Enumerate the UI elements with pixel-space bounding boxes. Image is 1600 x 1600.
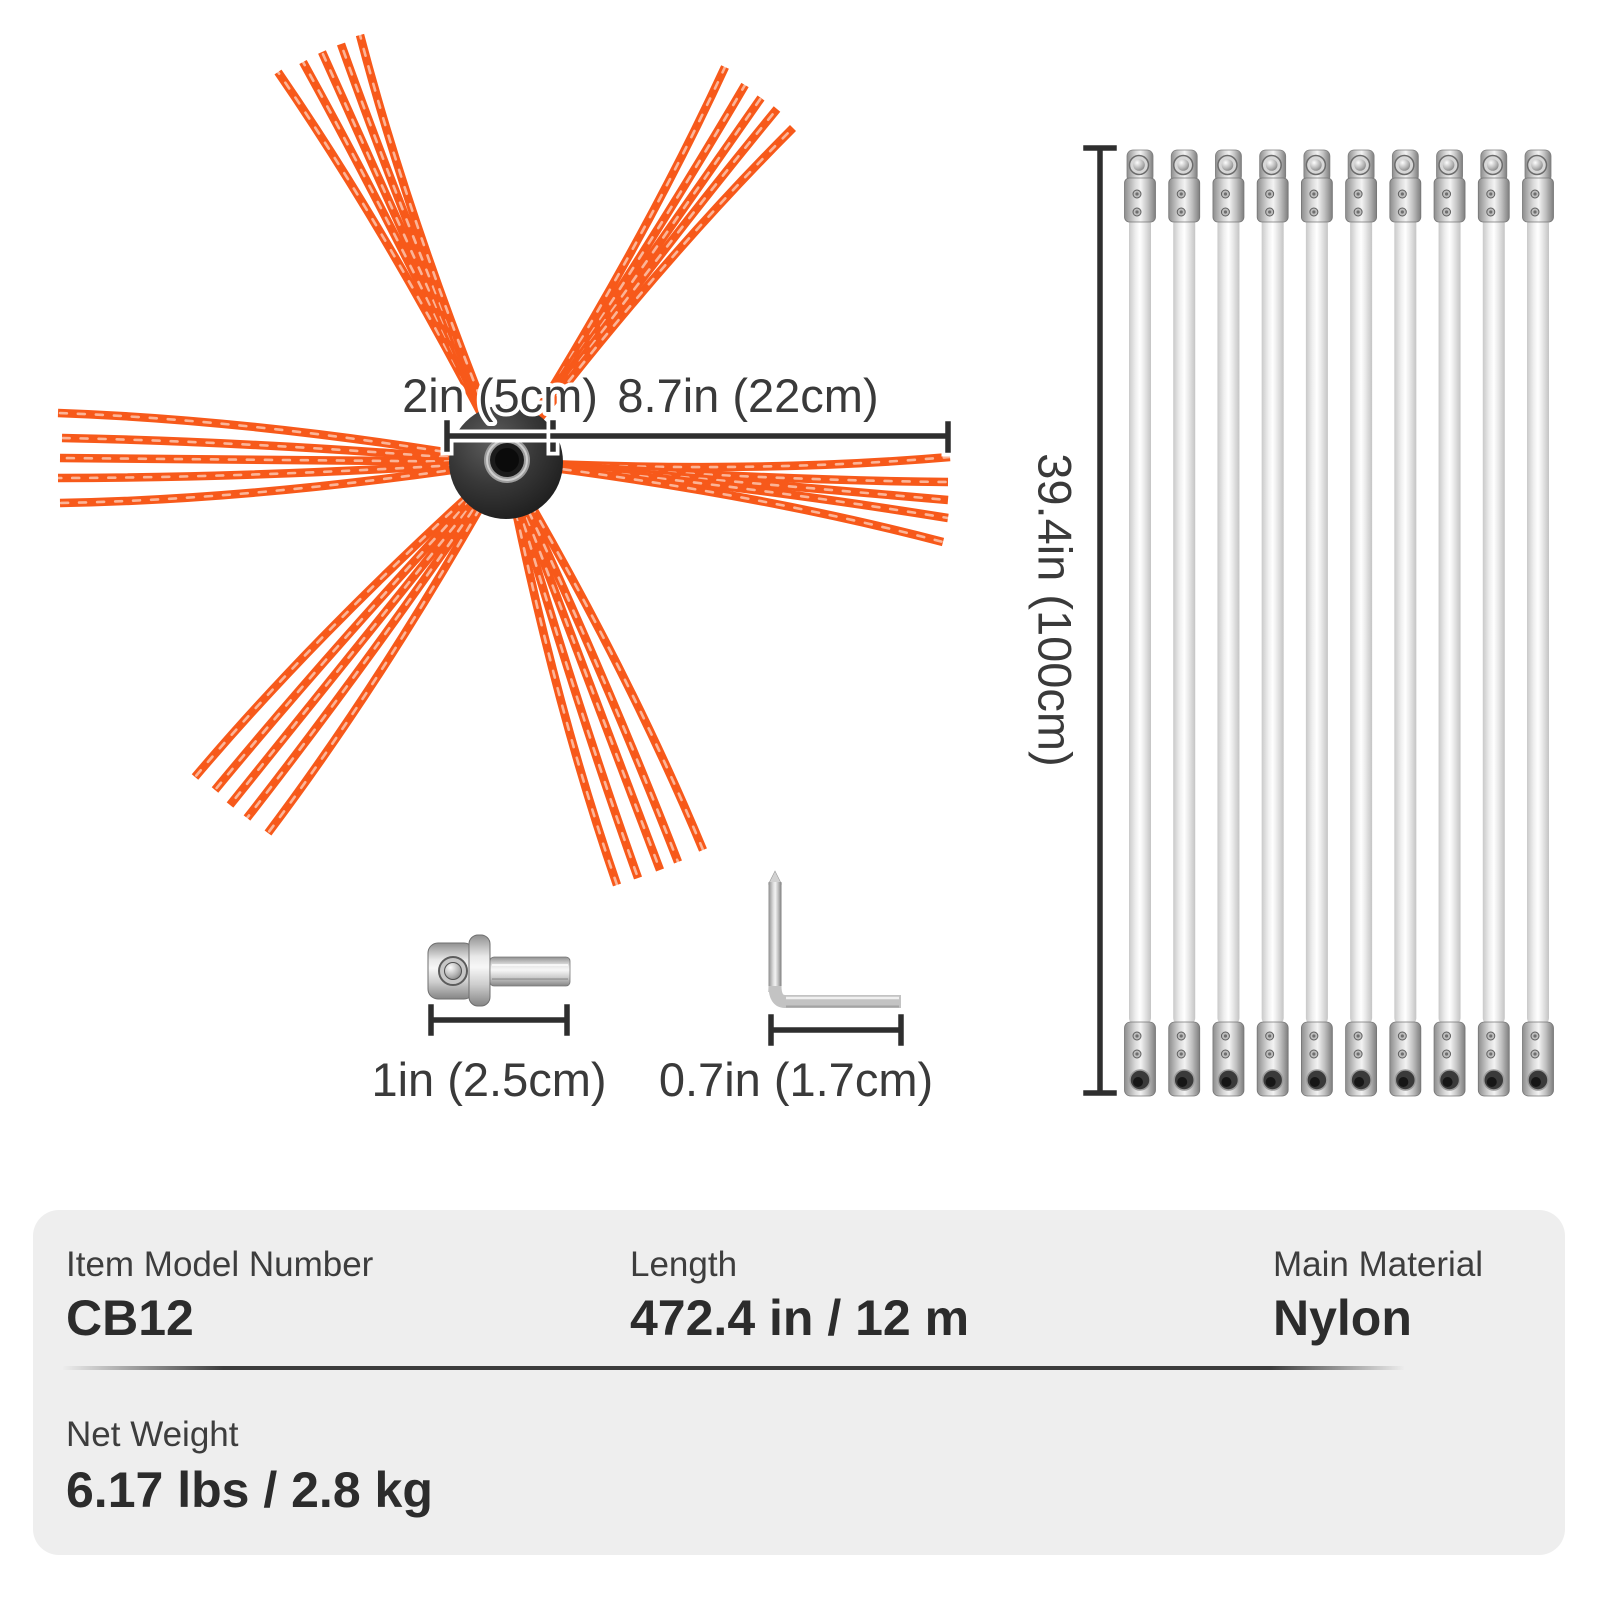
spec-value-material: Nylon (1273, 1290, 1412, 1346)
bristle-strand-twist (213, 460, 508, 792)
extension-rod (1168, 149, 1201, 1097)
extension-rod (1300, 149, 1333, 1097)
brush-bristles (56, 33, 952, 887)
bristle-strand-twist (504, 460, 705, 852)
spec-value-weight: 6.17 lbs / 2.8 kg (66, 1462, 433, 1518)
bristle-strand-twist (56, 411, 508, 464)
extension-rod (1256, 149, 1289, 1097)
extension-rods (1124, 149, 1554, 1097)
extension-rod (1212, 149, 1245, 1097)
spec-value-model: CB12 (66, 1290, 194, 1346)
adapter-dim-line (428, 1004, 570, 1036)
bristle-strand-twist (504, 460, 680, 864)
adapter-detent-ball (444, 962, 462, 980)
adapter-length-label: 1in (2.5cm) (371, 1053, 606, 1106)
spec-label-length: Length (630, 1245, 738, 1284)
adapter-flange (468, 934, 491, 1007)
rod-dim-line (1083, 145, 1117, 1096)
bristle-strand-twist (504, 460, 640, 880)
bristle-strand-twist (276, 70, 508, 464)
extension-rod (1477, 149, 1510, 1097)
bristle-strand (264, 459, 510, 836)
spec-label-model: Item Model Number (66, 1245, 374, 1284)
spec-label-material: Main Material (1273, 1245, 1484, 1284)
bristle-strand-twist (339, 42, 508, 464)
spec-value-length: 472.4 in / 12 m (630, 1290, 970, 1346)
hexkey-dim-line (768, 1014, 904, 1046)
rod-length-label: 39.4in (100cm) (1029, 453, 1082, 767)
dimension-labels: 2in (5cm) 8.7in (22cm) 39.4in (100cm) 1i… (367, 365, 1085, 1110)
bristle-strand-twist (504, 460, 945, 544)
bristle-dim-line (550, 421, 951, 453)
hub-diameter-label: 2in (5cm) (402, 369, 598, 422)
extension-rod (1433, 149, 1466, 1097)
bristle-strand-twist (504, 107, 779, 464)
bristle-length-label: 8.7in (22cm) (617, 369, 878, 422)
drill-adapter (427, 934, 571, 1007)
bristle-strand-twist (245, 460, 508, 820)
bristle-strand-twist (504, 460, 950, 502)
extension-rod (1345, 149, 1378, 1097)
bristle-strand-twist (504, 126, 795, 464)
dimension-lines (428, 145, 1117, 1096)
bristle-strand-twist (266, 460, 508, 835)
hex-key (768, 870, 901, 1008)
hex-key-horizontal-arm (768, 985, 901, 1008)
bristle-strand-twist (58, 456, 508, 464)
hub-socket-hole-inner (495, 448, 519, 472)
bristle-strand-twist (193, 460, 508, 779)
extension-rod (1522, 149, 1554, 1097)
extension-rod (1389, 149, 1422, 1097)
hex-key-size-label: 0.7in (1.7cm) (659, 1053, 933, 1106)
brush-hub (449, 405, 563, 519)
spec-label-weight: Net Weight (66, 1415, 239, 1454)
bristle-strand-twist (228, 460, 508, 807)
bristle-strand-twist (56, 460, 508, 480)
bristle-strand-twist (504, 460, 662, 872)
extension-rod (1124, 149, 1156, 1097)
bristle-strand-twist (504, 460, 619, 887)
adapter-hex-shank (489, 956, 571, 987)
bristle-strand-twist (358, 33, 508, 464)
row-divider (62, 1366, 1405, 1370)
bristle-strand (243, 459, 510, 821)
hex-key-vertical-arm (768, 882, 782, 992)
bristle-strand (59, 457, 507, 508)
bristle-strand-twist (58, 460, 508, 505)
bristle-strand-twist (60, 436, 508, 464)
spec-table: Item Model Number CB12 Length 472.4 in /… (33, 1210, 1565, 1555)
diagram-canvas: 2in (5cm) 8.7in (22cm) 39.4in (100cm) 1i… (56, 33, 1554, 1110)
